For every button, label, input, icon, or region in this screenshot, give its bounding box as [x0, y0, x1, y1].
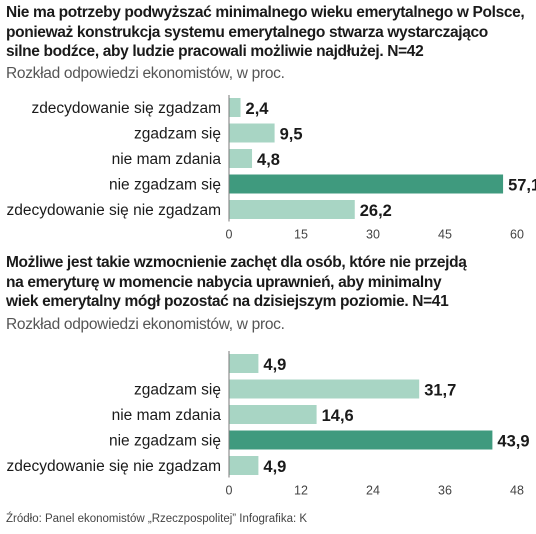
chart1-value-label-4: 26,2: [360, 202, 392, 220]
chart2-value-label-1: 31,7: [424, 382, 456, 400]
chart2-title-line-2: na emeryturę w momencie nabycia uprawnie…: [6, 273, 442, 291]
chart2-title-line-1: Możliwe jest takie wzmocnienie zachęt dl…: [6, 254, 467, 271]
chart1-title-line-1: Nie ma potrzeby podwyższać minimalnego w…: [6, 4, 525, 21]
chart1-value-label-3: 57,1: [508, 177, 536, 195]
chart2-subtitle: Rozkład odpowiedzi ekonomistów, w proc.: [6, 316, 285, 333]
chart1-category-label-1: zgadzam się: [134, 126, 221, 143]
chart1-tick-label-1: 15: [294, 228, 308, 242]
chart2-category-label-4: zdecydowanie się nie zgadzam: [6, 458, 221, 475]
chart1-bar-2: [229, 149, 253, 168]
chart2-bar-2: [229, 405, 317, 424]
chart2-tick-label-2: 24: [366, 484, 380, 498]
chart2-value-label-4: 4,9: [263, 458, 286, 476]
chart2-tick-label-1: 12: [294, 484, 308, 498]
chart1-tick-label-0: 0: [226, 228, 233, 242]
chart1-title-line-2: ponieważ konstrukcja systemu emerytalneg…: [6, 23, 488, 41]
chart1-tick-label-2: 30: [366, 228, 380, 242]
chart1-category-label-4: zdecydowanie się nie zgadzam: [6, 202, 221, 219]
chart2-category-label-3: nie zgadzam się: [109, 433, 221, 450]
chart1-value-label-2: 4,8: [257, 151, 280, 169]
chart2-value-label-2: 14,6: [322, 407, 354, 425]
chart2-tick-label-3: 36: [438, 484, 452, 498]
chart1-value-label-0: 2,4: [246, 100, 270, 118]
chart1-title-line-3: silne bodźce, aby ludzie pracowali możli…: [6, 43, 424, 60]
chart1-bar-3: [229, 174, 504, 194]
chart1-tick-label-4: 60: [510, 228, 524, 242]
chart2-bar-1: [229, 379, 420, 399]
chart2-category-label-2: nie mam zdania: [112, 407, 222, 424]
chart2-value-label-3: 43,9: [497, 433, 529, 451]
chart1-bar-0: [229, 98, 241, 117]
chart2-title: Możliwe jest takie wzmocnienie zachęt dl…: [6, 253, 467, 312]
chart1-category-label-2: nie mam zdania: [112, 151, 222, 168]
chart1-bar-chart: zdecydowanie się zgadzam 2,4 zgadzam się 9,…: [6, 95, 536, 242]
chart1-title: Nie ma potrzeby podwyższać minimalnego w…: [6, 3, 525, 62]
chart1-bar-1: [229, 123, 275, 143]
chart2-bar-3: [229, 430, 493, 450]
chart2-bar-chart: 4,9 zgadzam się 31,7 nie mam zdania 14,6 nie …: [6, 351, 530, 498]
chart2-value-label-0: 4,9: [263, 356, 286, 374]
chart2-tick-label-0: 0: [226, 484, 233, 498]
chart1-tick-label-3: 45: [438, 228, 452, 242]
chart1-bar-4: [229, 200, 355, 219]
chart1-category-label-0: zdecydowanie się zgadzam: [31, 100, 221, 117]
chart2-bar-0: [229, 354, 259, 373]
chart1-value-label-1: 9,5: [280, 126, 303, 144]
chart1-category-label-3: nie zgadzam się: [109, 177, 221, 194]
source-note: Źródło: Panel ekonomistów „Rzeczpospolit…: [6, 513, 308, 525]
chart2-title-line-3: wiek emerytalny mógł pozostać na dzisiej…: [6, 293, 449, 310]
chart2-bar-4: [229, 456, 259, 475]
chart2-category-label-1: zgadzam się: [134, 382, 221, 399]
chart2-tick-label-4: 48: [510, 484, 524, 498]
chart1-subtitle: Rozkład odpowiedzi ekonomistów, w proc.: [6, 65, 285, 82]
